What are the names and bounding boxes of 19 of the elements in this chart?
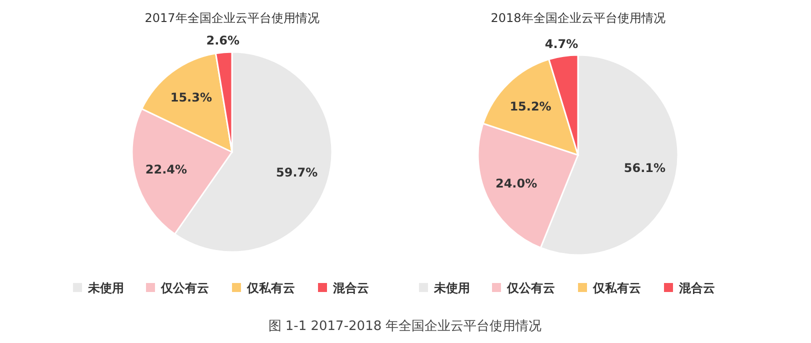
data-label: 15.3% [170,90,212,105]
legend-label: 未使用 [87,281,124,295]
legend-label: 混合云 [678,281,715,295]
data-label: 56.1% [624,160,666,175]
data-label: 2.6% [206,33,240,48]
legend-label: 仅私有云 [592,281,641,295]
chart-title: 2018年全国企业云平台使用情况 [490,11,666,25]
legend-label: 混合云 [332,281,369,295]
legend-label: 仅公有云 [506,281,555,295]
chart-title: 2017年全国企业云平台使用情况 [144,11,320,25]
data-label: 24.0% [495,176,538,191]
legend-label: 未使用 [433,281,470,295]
caption: 图 1-1 2017-2018 年全国企业云平台使用情况 [268,319,542,334]
data-label: 4.7% [544,37,578,52]
legend-label: 仅公有云 [160,281,209,295]
data-label: 59.7% [276,165,318,180]
data-label: 22.4% [145,162,188,176]
data-label: 15.2% [510,99,552,114]
legend-label: 仅私有云 [246,281,295,295]
